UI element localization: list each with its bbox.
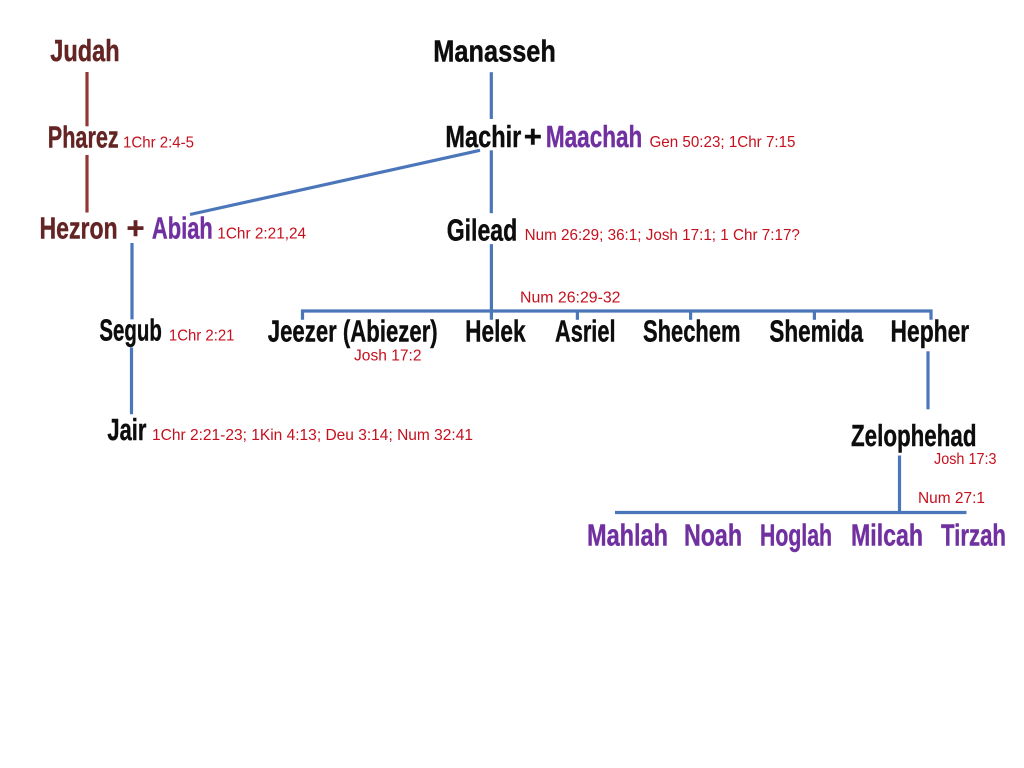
- svg-text:Shechem: Shechem: [643, 313, 741, 348]
- svg-text:Num 27:1: Num 27:1: [918, 490, 985, 507]
- svg-text:Pharez: Pharez: [48, 120, 119, 155]
- svg-text:Milcah: Milcah: [851, 518, 923, 553]
- svg-text:Jeezer (Abiezer): Jeezer (Abiezer): [268, 314, 438, 349]
- svg-text:Tirzah: Tirzah: [941, 518, 1006, 553]
- svg-text:Josh 17:3: Josh 17:3: [934, 451, 997, 468]
- svg-text:Num 26:29-32: Num 26:29-32: [520, 290, 621, 307]
- svg-text:1Chr 2:4-5: 1Chr 2:4-5: [123, 134, 194, 151]
- svg-text:Machir: Machir: [445, 119, 521, 154]
- svg-text:Shemida: Shemida: [769, 313, 863, 348]
- svg-text:Gen 50:23; 1Chr 7:15: Gen 50:23; 1Chr 7:15: [650, 134, 796, 151]
- svg-text:Segub: Segub: [99, 313, 161, 348]
- svg-text:Hezron: Hezron: [40, 211, 118, 246]
- svg-text:1Chr 2:21,24: 1Chr 2:21,24: [217, 225, 306, 242]
- svg-text:Judah: Judah: [50, 33, 119, 68]
- svg-text:Noah: Noah: [684, 518, 742, 553]
- svg-text:Num 26:29; 36:1; Josh 17:1; 1: Num 26:29; 36:1; Josh 17:1; 1 Chr 7:17?: [525, 227, 800, 244]
- svg-text:1Chr 2:21: 1Chr 2:21: [169, 327, 235, 344]
- svg-text:Zelophehad: Zelophehad: [851, 418, 977, 453]
- svg-text:+: +: [524, 119, 542, 154]
- svg-text:Gilead: Gilead: [447, 212, 518, 247]
- svg-text:Helek: Helek: [465, 313, 526, 348]
- svg-text:+: +: [127, 211, 145, 246]
- svg-text:Abiah: Abiah: [152, 211, 213, 246]
- svg-text:Jair: Jair: [107, 412, 146, 447]
- svg-text:Mahlah: Mahlah: [587, 518, 668, 553]
- svg-text:Maachah: Maachah: [546, 119, 642, 154]
- svg-text:Hepher: Hepher: [891, 313, 970, 348]
- svg-text:Hoglah: Hoglah: [760, 518, 832, 553]
- svg-text:1Chr 2:21-23; 1Kin 4:13; Deu 3: 1Chr 2:21-23; 1Kin 4:13; Deu 3:14; Num 3…: [152, 427, 473, 444]
- svg-text:Josh 17:2: Josh 17:2: [354, 348, 422, 365]
- svg-text:Asriel: Asriel: [555, 313, 616, 348]
- svg-text:Manasseh: Manasseh: [433, 33, 556, 68]
